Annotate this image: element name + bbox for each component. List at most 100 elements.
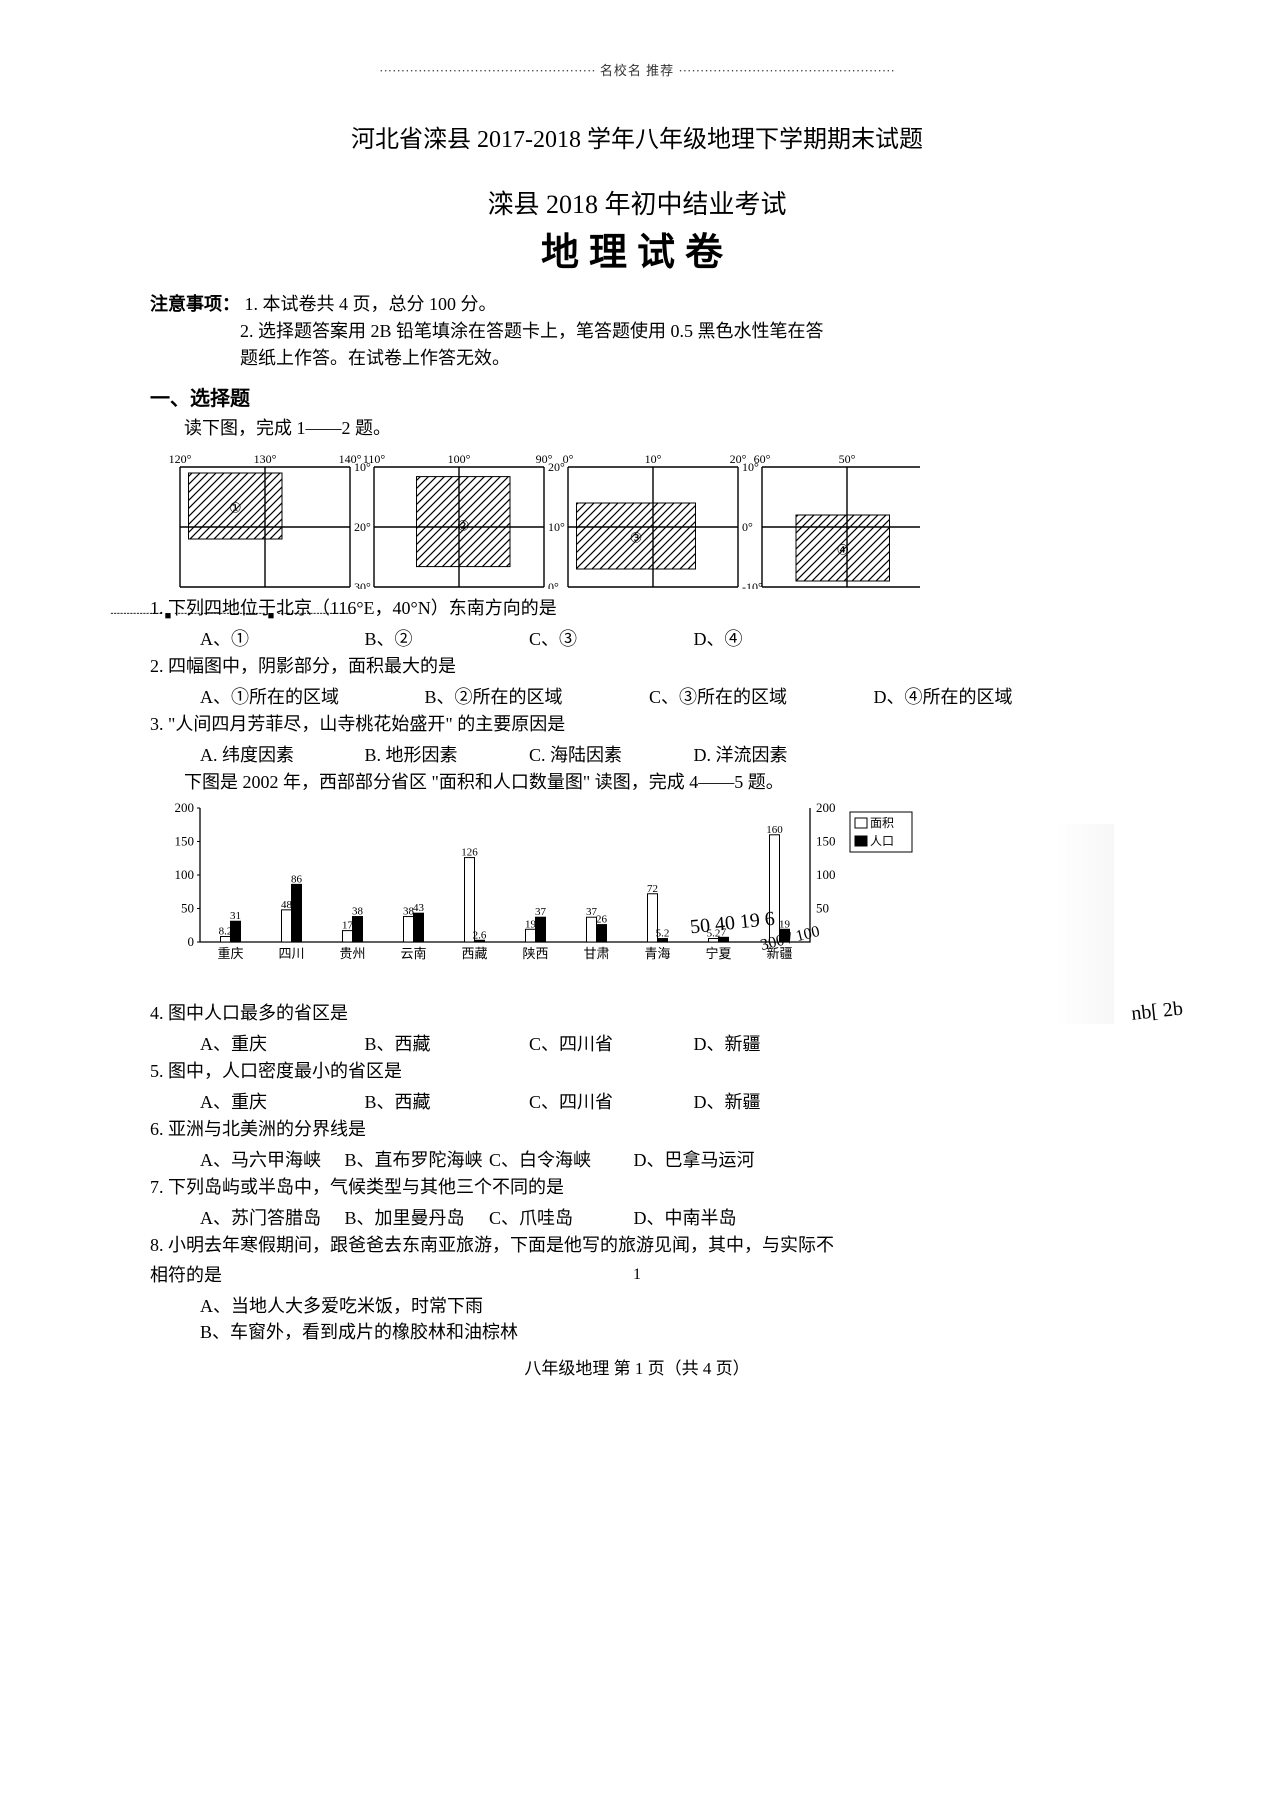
svg-text:甘肃: 甘肃 (583, 946, 609, 961)
svg-text:38: 38 (352, 906, 364, 918)
maps-figure: ①120°130°140°10°20°30°②110°100°90°20°10°… (160, 449, 920, 589)
svg-text:0°: 0° (563, 452, 574, 466)
svg-text:②: ② (457, 519, 470, 534)
notes-l1: 1. 本试卷共 4 页，总分 100 分。 (245, 294, 497, 314)
q4-opt-a: A、重庆 (200, 1030, 360, 1056)
svg-text:云南: 云南 (400, 946, 426, 961)
svg-text:①: ① (229, 501, 242, 516)
sub-title: 滦县 2018 年初中结业考试 (150, 184, 1124, 221)
svg-text:四川: 四川 (278, 946, 304, 961)
q1-opt-c: C、③ (529, 625, 689, 651)
hand-annotation-1: nb[ 2b (1130, 948, 1274, 1027)
svg-text:重庆: 重庆 (217, 946, 243, 961)
binding-perforation: ┊┊┊┊┊┊■┊┊┊┊┊┊┊■┊┊┊┊ (110, 610, 355, 628)
svg-text:5.2: 5.2 (656, 928, 670, 940)
svg-text:面积: 面积 (870, 816, 894, 830)
q4-opt-c: C、四川省 (529, 1030, 689, 1056)
section-a-intro: 读下图，完成 1——2 题。 (150, 415, 1124, 443)
svg-text:50: 50 (816, 901, 829, 916)
notes-block: 注意事项： 1. 本试卷共 4 页，总分 100 分。 2. 选择题答案用 2B… (150, 291, 1124, 372)
q3-opts: A. 纬度因素 B. 地形因素 C. 海陆因素 D. 洋流因素 (150, 741, 1124, 767)
svg-text:86: 86 (291, 874, 303, 886)
q3-opt-d: D. 洋流因素 (694, 741, 854, 767)
svg-text:160: 160 (766, 824, 783, 836)
svg-text:西藏: 西藏 (461, 946, 487, 961)
divider-dots-left: ········································… (379, 63, 595, 78)
q5-opt-c: C、四川省 (529, 1088, 689, 1114)
notes-l2: 2. 选择题答案用 2B 铅笔填涂在答题卡上，笔答题使用 0.5 黑色水性笔在答 (150, 318, 1124, 345)
pager: 八年级地理 第 1 页（共 4 页） (150, 1354, 1124, 1379)
svg-text:43: 43 (413, 903, 425, 915)
svg-text:126: 126 (461, 847, 478, 859)
q4-text: 4. 图中人口最多的省区是 (150, 1000, 1124, 1028)
q1-opt-b: B、② (365, 625, 525, 651)
svg-text:150: 150 (175, 834, 195, 849)
q3-opt-a: A. 纬度因素 (200, 741, 360, 767)
scan-shadow (1054, 824, 1114, 1024)
svg-text:100: 100 (175, 867, 195, 882)
svg-text:150: 150 (816, 834, 836, 849)
top-divider: ········································… (150, 60, 1124, 79)
svg-text:10°: 10° (645, 452, 662, 466)
svg-text:人口: 人口 (870, 834, 894, 848)
q5-opts: A、重庆 B、西藏 C、四川省 D、新疆 (150, 1088, 1124, 1114)
svg-text:19: 19 (525, 919, 537, 931)
svg-text:青海: 青海 (644, 946, 670, 961)
q1-opt-a: A、① (200, 625, 360, 651)
svg-text:110°: 110° (363, 452, 386, 466)
q6-opt-a: A、马六甲海峡 (200, 1146, 340, 1172)
svg-text:130°: 130° (254, 452, 277, 466)
divider-label: 名校名 推荐 (600, 63, 674, 78)
svg-text:④: ④ (836, 543, 849, 558)
notes-l2b: 题纸上作答。在试卷上作答无效。 (150, 345, 1124, 372)
svg-text:26: 26 (596, 914, 608, 926)
svg-text:50: 50 (181, 901, 194, 916)
q4-opt-d: D、新疆 (694, 1030, 854, 1056)
q2-text: 2. 四幅图中，阴影部分，面积最大的是 (150, 653, 1124, 681)
svg-text:20°: 20° (354, 520, 371, 534)
svg-text:0°: 0° (742, 520, 753, 534)
q5-opt-d: D、新疆 (694, 1088, 854, 1114)
q8-opt-a: A、当地人大多爱吃米饭，时常下雨 (200, 1292, 1124, 1318)
svg-text:31: 31 (230, 911, 241, 923)
divider-dots-right: ········································… (678, 63, 894, 78)
q7-opt-c: C、爪哇岛 (489, 1204, 629, 1230)
svg-text:0: 0 (188, 934, 195, 949)
notes-label: 注意事项： (150, 294, 240, 314)
svg-text:贵州: 贵州 (339, 946, 365, 961)
q8-opts: A、当地人大多爱吃米饭，时常下雨 B、车窗外，看到成片的橡胶林和油棕林 (150, 1292, 1124, 1344)
q7-opts: A、苏门答腊岛 B、加里曼丹岛 C、爪哇岛 D、中南半岛 (150, 1204, 1124, 1230)
q7-opt-b: B、加里曼丹岛 (345, 1204, 485, 1230)
q2-opts: A、①所在的区域 B、②所在的区域 C、③所在的区域 D、④所在的区域 (150, 683, 1124, 709)
q5-text: 5. 图中，人口密度最小的省区是 (150, 1058, 1124, 1086)
q8-text: 8. 小明去年寒假期间，跟爸爸去东南亚旅游，下面是他写的旅游见闻，其中，与实际不 (150, 1232, 1124, 1260)
svg-text:48: 48 (281, 899, 293, 911)
q2-opt-d: D、④所在的区域 (874, 683, 1094, 709)
svg-text:120°: 120° (169, 452, 192, 466)
chart-wrap: 050100150200501001502008.231重庆4886四川1738… (160, 800, 1124, 975)
page-number: 1 (0, 1266, 1274, 1284)
q3-opt-b: B. 地形因素 (365, 741, 525, 767)
svg-text:100°: 100° (448, 452, 471, 466)
main-title: 河北省滦县 2017-2018 学年八年级地理下学期期末试题 (150, 119, 1124, 154)
svg-text:200: 200 (175, 800, 195, 815)
q6-opt-d: D、巴拿马运河 (634, 1146, 774, 1172)
svg-text:2.6: 2.6 (473, 930, 487, 942)
svg-text:200: 200 (816, 800, 836, 815)
svg-text:100: 100 (816, 867, 836, 882)
q8-opt-b: B、车窗外，看到成片的橡胶林和油棕林 (200, 1318, 1124, 1344)
svg-text:10°: 10° (548, 520, 565, 534)
q1-opts: A、① B、② C、③ D、④ (150, 625, 1124, 651)
exam-page: ········································… (0, 0, 1274, 1804)
q6-opt-b: B、直布罗陀海峡 (345, 1146, 485, 1172)
q2-opt-a: A、①所在的区域 (200, 683, 420, 709)
q4-opt-b: B、西藏 (365, 1030, 525, 1056)
q7-opt-a: A、苏门答腊岛 (200, 1204, 340, 1230)
q4-opts: A、重庆 B、西藏 C、四川省 D、新疆 (150, 1030, 1124, 1056)
svg-text:50°: 50° (839, 452, 856, 466)
svg-text:30°: 30° (354, 580, 371, 589)
q5-opt-a: A、重庆 (200, 1088, 360, 1114)
q1-opt-d: D、④ (694, 625, 854, 651)
section-a-head: 一、选择题 (150, 382, 1124, 411)
q7-opt-d: D、中南半岛 (634, 1204, 774, 1230)
